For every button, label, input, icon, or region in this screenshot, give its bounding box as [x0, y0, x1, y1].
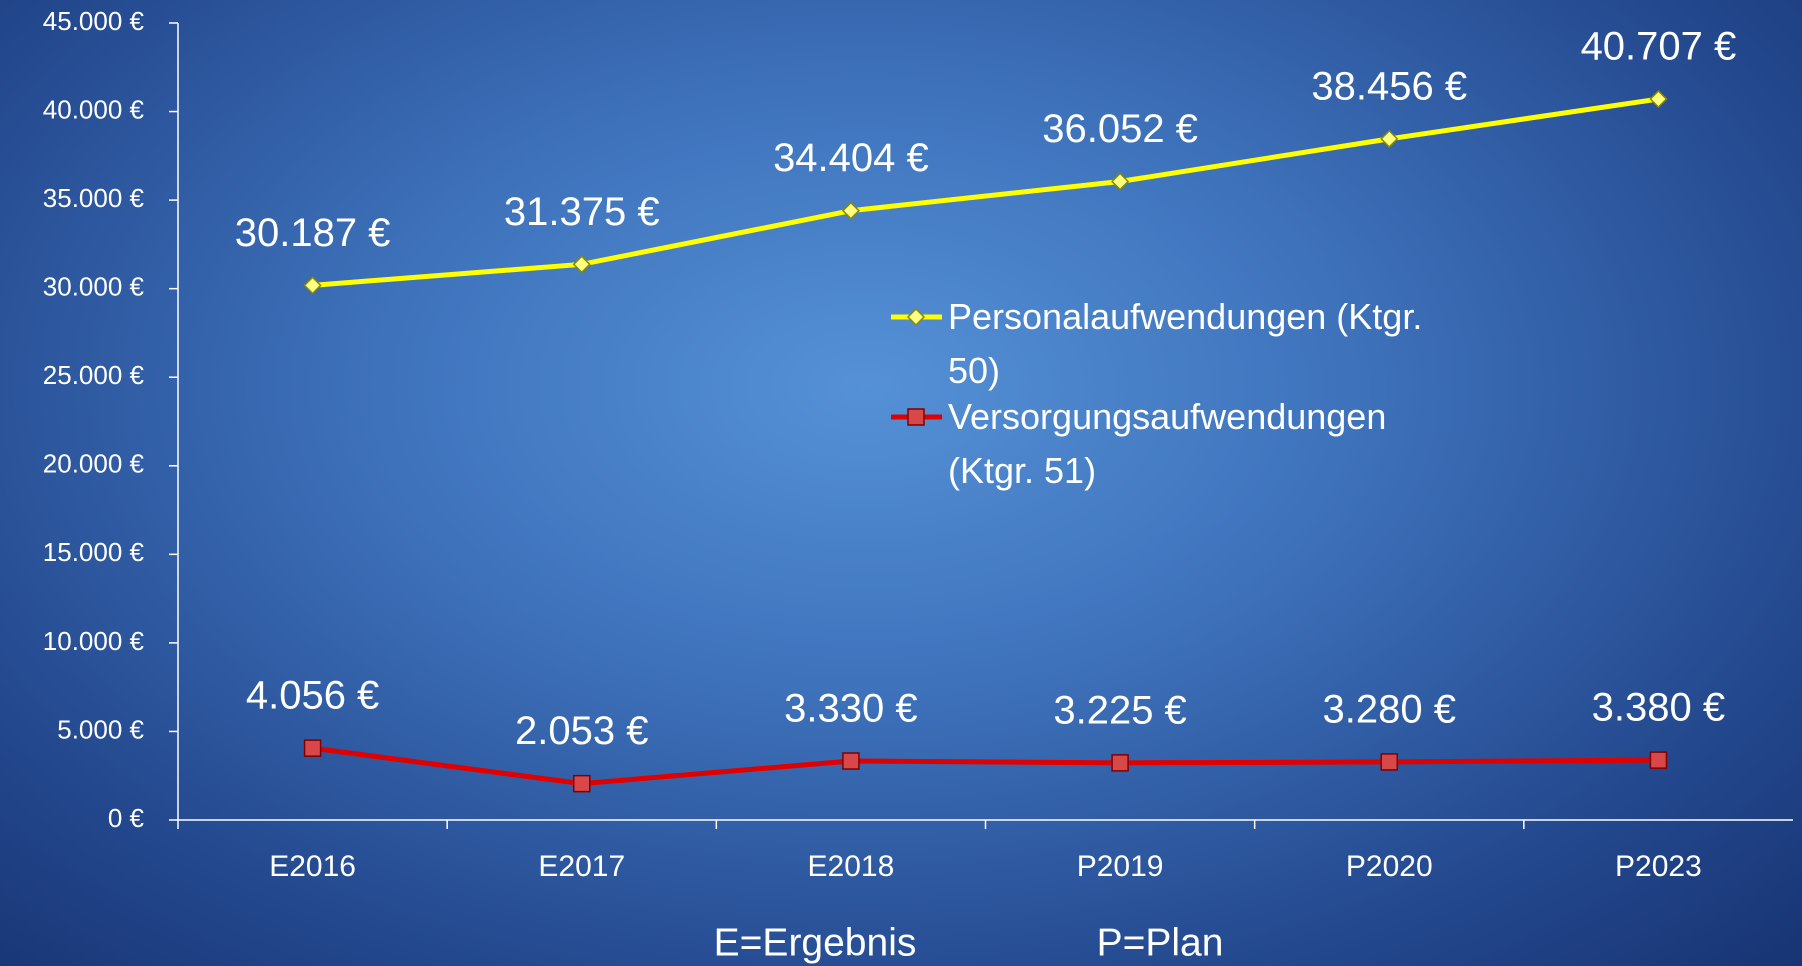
x-tick-label: E2016: [269, 850, 356, 883]
data-label: 34.404 €: [773, 136, 929, 180]
data-label: 3.280 €: [1323, 687, 1456, 731]
y-tick-label: 45.000 €: [43, 6, 145, 36]
data-label: 38.456 €: [1311, 64, 1467, 108]
data-label: 4.056 €: [246, 674, 379, 718]
marker: [1649, 751, 1668, 769]
marker: [907, 408, 925, 426]
note: E=Ergebnis: [714, 921, 917, 964]
marker: [1649, 89, 1668, 109]
y-tick-label: 0 €: [108, 803, 145, 833]
y-tick-label: 30.000 €: [43, 272, 145, 302]
note: P=Plan: [1097, 921, 1224, 964]
legend-label: Versorgungsaufwendungen (Ktgr. 51): [948, 396, 1387, 491]
x-tick-label: E2017: [538, 850, 625, 883]
y-tick-label: 10.000 €: [43, 626, 145, 656]
marker: [1111, 754, 1129, 772]
y-tick-label: 40.000 €: [43, 94, 145, 124]
data-label: 3.225 €: [1053, 688, 1186, 732]
data-label: 31.375 €: [504, 190, 660, 234]
marker: [841, 201, 860, 220]
marker: [303, 739, 322, 757]
x-tick-label: E2018: [808, 850, 895, 883]
marker: [1111, 172, 1130, 191]
data-label: 3.380 €: [1592, 686, 1725, 730]
marker: [1380, 129, 1399, 148]
y-tick-label: 20.000 €: [43, 449, 145, 479]
line: [312, 96, 1659, 288]
marker: [572, 255, 591, 274]
x-tick-label: P2023: [1615, 850, 1702, 883]
data-label: 30.187 €: [235, 211, 391, 255]
y-tick-label: 15.000 €: [43, 537, 145, 567]
marker: [1380, 753, 1398, 771]
data-label: 2.053 €: [515, 709, 648, 753]
data-label: 36.052 €: [1042, 107, 1198, 151]
marker: [573, 774, 591, 793]
marker: [303, 276, 322, 295]
y-tick-label: 5.000 €: [57, 714, 144, 744]
marker: [906, 307, 926, 327]
marker: [842, 752, 860, 770]
line: [312, 745, 1659, 787]
data-label: 3.330 €: [784, 687, 917, 731]
x-tick-label: P2020: [1346, 850, 1433, 883]
y-tick-label: 25.000 €: [43, 360, 145, 390]
y-tick-label: 35.000 €: [43, 183, 145, 213]
data-label: 40.707 €: [1581, 25, 1737, 69]
x-tick-label: P2019: [1077, 850, 1164, 883]
legend-label: Personalaufwendungen (Ktgr. 50): [948, 296, 1423, 391]
